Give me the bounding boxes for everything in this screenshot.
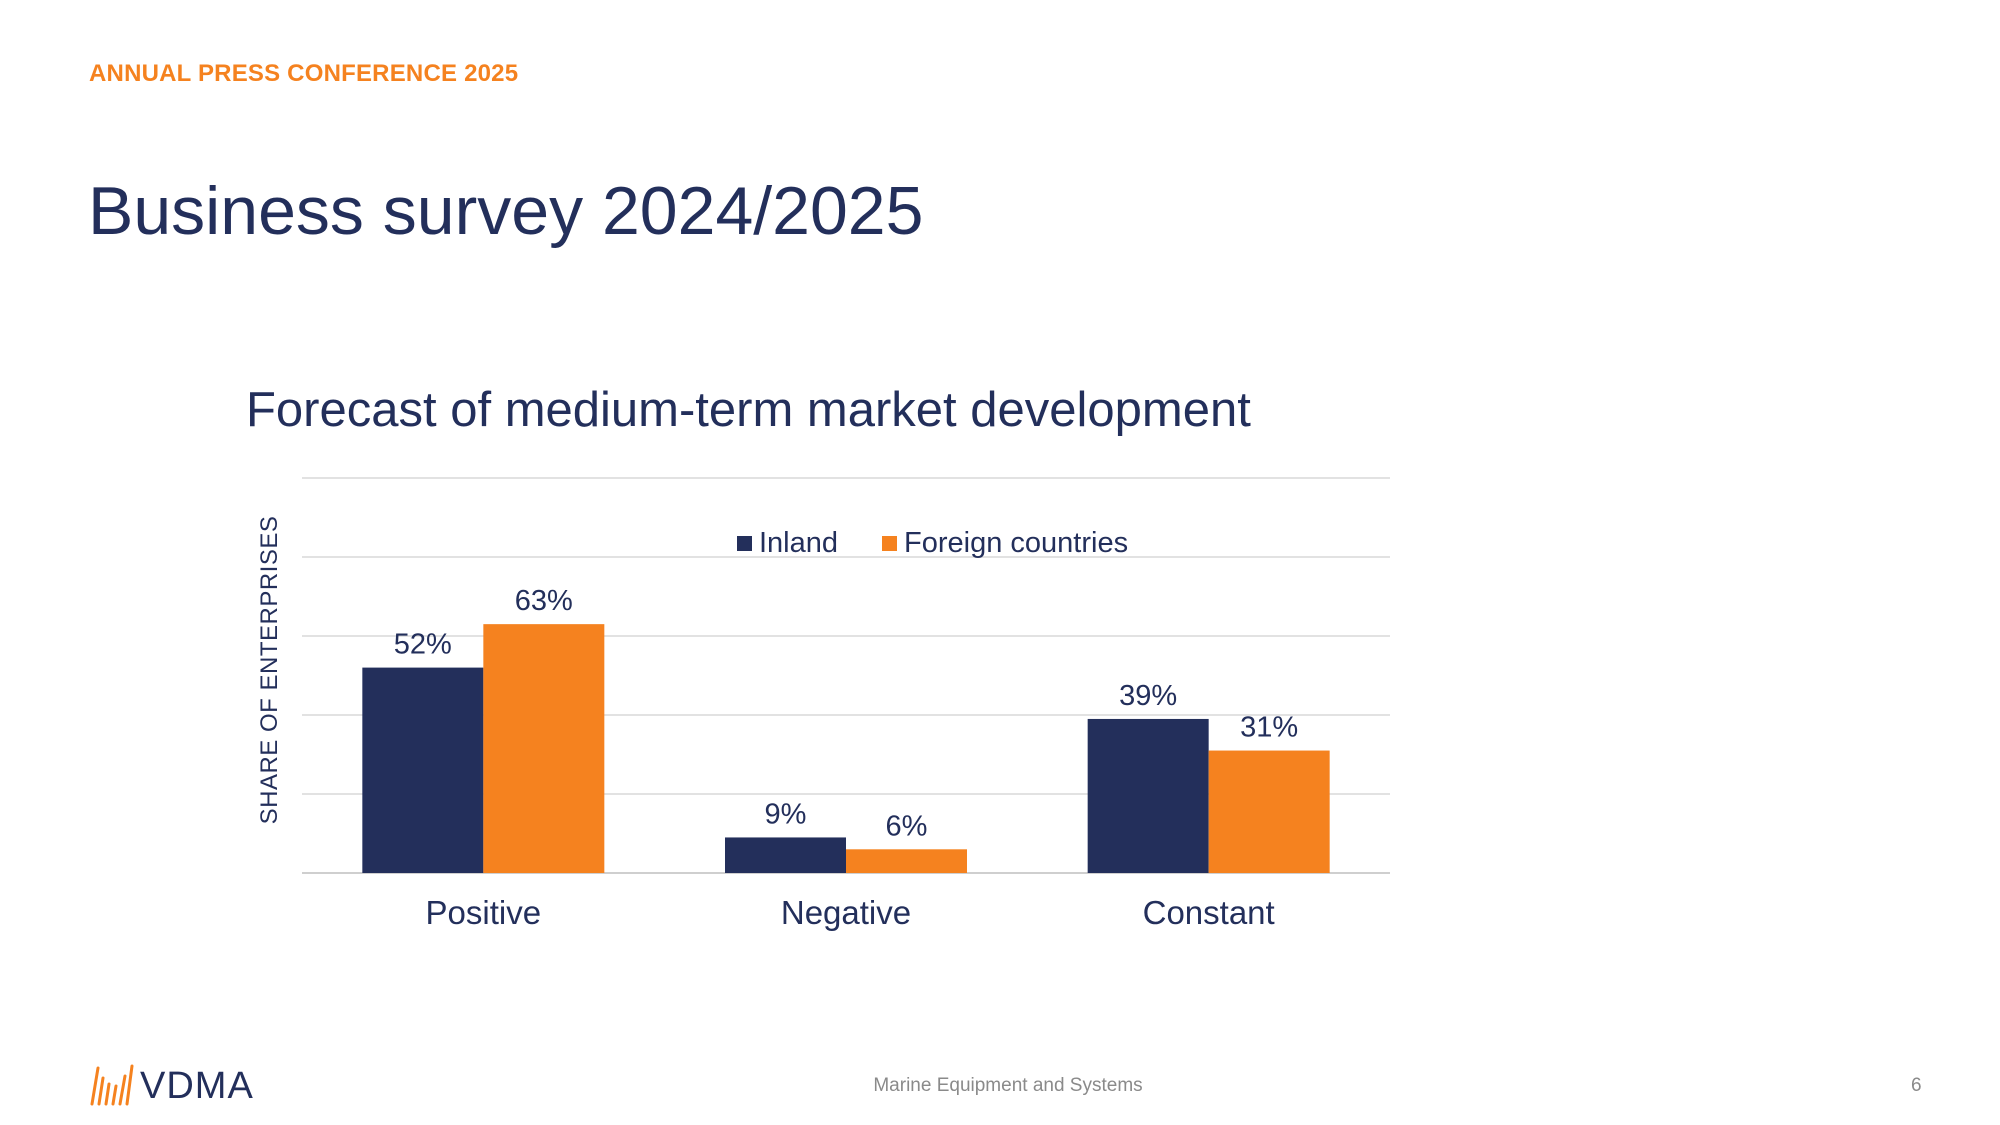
legend-item-foreign: Foreign countries: [882, 527, 1128, 560]
vdma-logo: VDMA: [88, 1064, 254, 1108]
category-label: Constant: [1143, 894, 1275, 931]
data-label: 31%: [1240, 712, 1298, 744]
legend-label-inland: Inland: [759, 527, 839, 559]
bar-foreign-countries: [483, 624, 605, 873]
bar-foreign-countries: [1208, 750, 1330, 873]
vdma-logo-mark-icon: [90, 1064, 134, 1106]
conference-kicker: ANNUAL PRESS CONFERENCE 2025: [89, 60, 519, 87]
data-label: 9%: [765, 798, 807, 830]
legend-swatch-inland: [737, 536, 752, 551]
category-label: Negative: [781, 894, 911, 931]
data-label: 39%: [1119, 680, 1177, 712]
legend-item-inland: Inland: [737, 527, 838, 560]
category-label: Positive: [426, 894, 542, 931]
legend-swatch-foreign: [882, 536, 898, 551]
page-number: 6: [1911, 1075, 1922, 1096]
bar-inland: [1087, 718, 1209, 873]
chart-legend: Inland Foreign countries: [737, 527, 1128, 560]
slide-title: Business survey 2024/2025: [88, 173, 924, 249]
bar-foreign-countries: [846, 849, 967, 873]
data-label: 63%: [515, 585, 573, 617]
bar-inland: [362, 667, 484, 873]
vdma-logo-text: VDMA: [140, 1064, 254, 1107]
bar-inland: [725, 837, 846, 873]
data-label: 52%: [394, 629, 452, 661]
legend-label-foreign: Foreign countries: [904, 527, 1129, 559]
data-label: 6%: [886, 810, 928, 842]
chart-title: Forecast of medium-term market developme…: [246, 383, 1251, 437]
footer-section-name: Marine Equipment and Systems: [873, 1075, 1143, 1096]
